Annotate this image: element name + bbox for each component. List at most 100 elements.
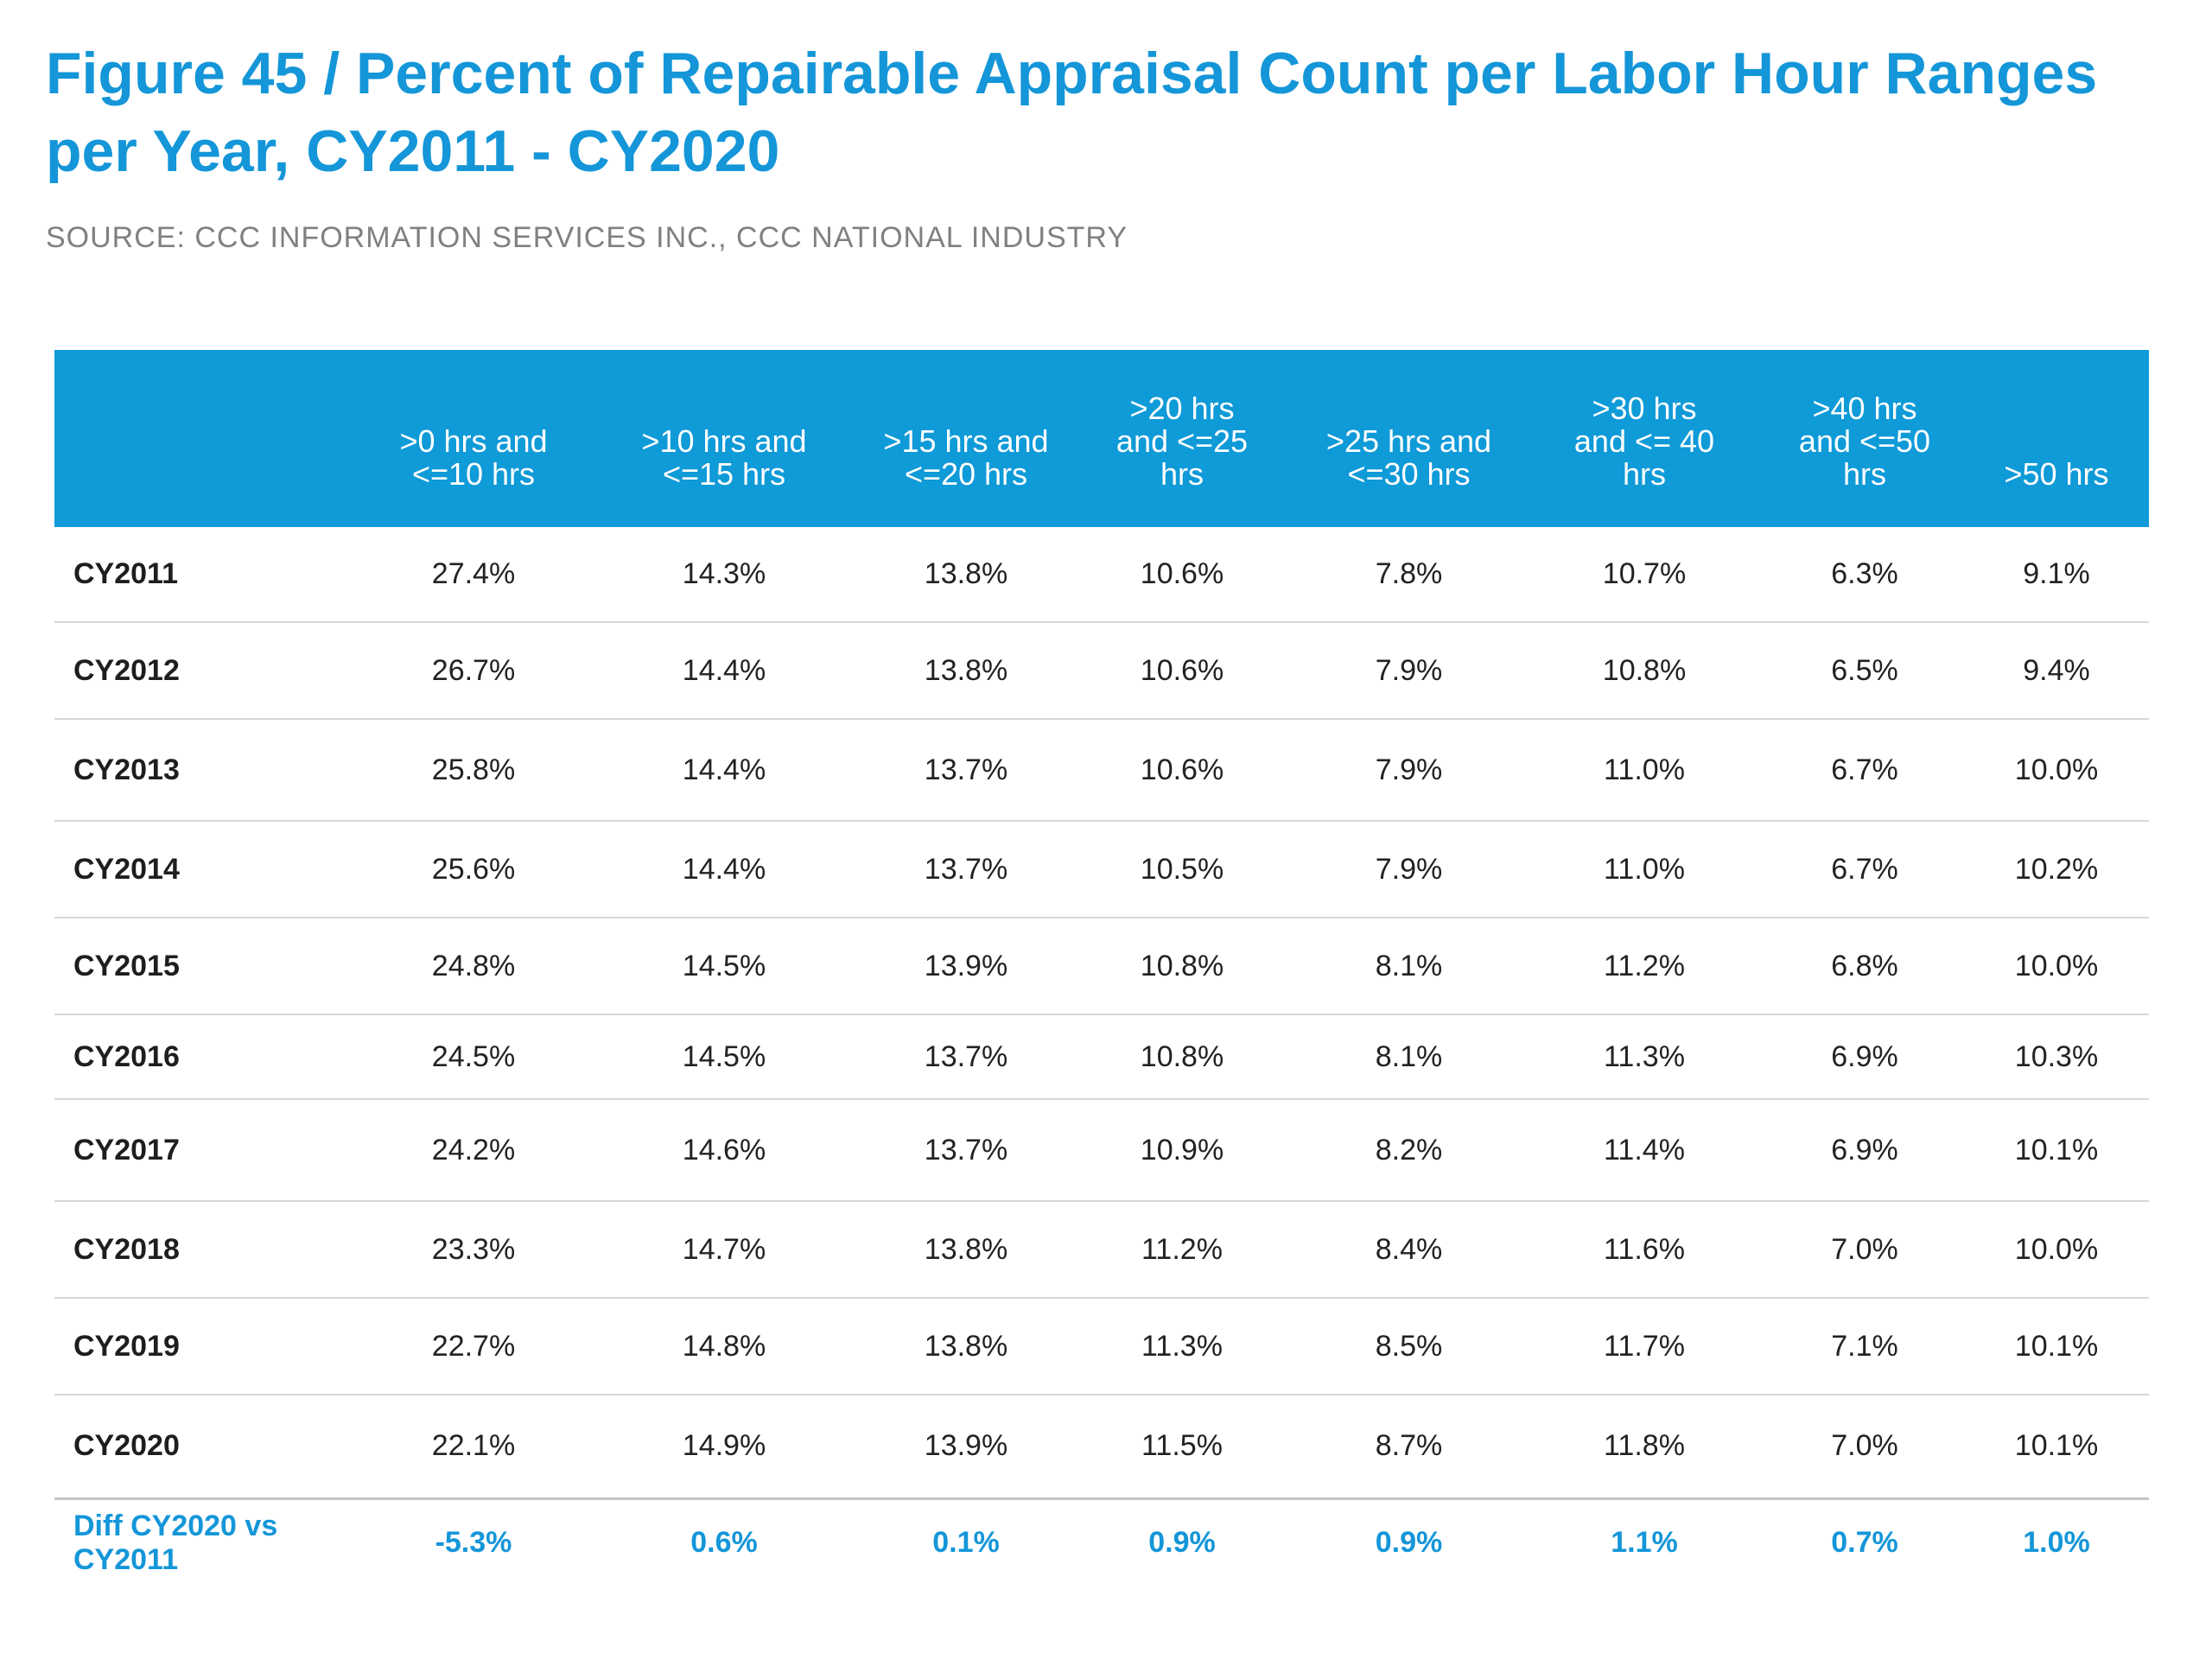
diff-cell: 0.7% bbox=[1831, 1526, 1898, 1560]
table-row: CY2013 25.8% 14.4% 13.7% 10.6% 7.9% 11.0% 6.7% 1… bbox=[54, 719, 2149, 822]
table-cell: 7.0% bbox=[1765, 1201, 1964, 1299]
column-header: >0 hrs and <=10 hrs bbox=[399, 423, 548, 492]
column-header: >50 hrs bbox=[2004, 456, 2109, 492]
table-cell: 10.6% bbox=[1070, 719, 1294, 822]
table-cell: 14.4% bbox=[586, 821, 862, 918]
diff-cell: 1.0% bbox=[2023, 1526, 2090, 1560]
table-cell: 25.6% bbox=[361, 821, 586, 918]
table-cell: 27.4% bbox=[361, 527, 586, 623]
table-cell: 14.4% bbox=[586, 719, 862, 822]
diff-cell: 1.1% bbox=[1611, 1526, 1678, 1560]
header-corner-cell bbox=[54, 350, 361, 527]
table-cell: 6.7% bbox=[1765, 719, 1964, 822]
row-label: CY2016 bbox=[54, 1014, 361, 1100]
column-header: >10 hrs and <=15 hrs bbox=[641, 423, 807, 492]
table-cell: 24.2% bbox=[361, 1099, 586, 1202]
table-cell: 11.3% bbox=[1070, 1298, 1294, 1395]
table-cell: 7.1% bbox=[1765, 1298, 1964, 1395]
table-cell: 11.4% bbox=[1523, 1099, 1765, 1202]
table-cell: 13.9% bbox=[862, 918, 1070, 1015]
column-header: >25 hrs and <=30 hrs bbox=[1325, 423, 1492, 492]
table-cell: 10.1% bbox=[1964, 1298, 2149, 1395]
table-cell: 14.9% bbox=[586, 1395, 862, 1500]
row-label: CY2017 bbox=[54, 1099, 361, 1202]
table-row: CY2017 24.2% 14.6% 13.7% 10.9% 8.2% 11.4% 6.9% 1… bbox=[54, 1099, 2149, 1202]
table-cell: 10.0% bbox=[1964, 719, 2149, 822]
diff-cell: -5.3% bbox=[435, 1526, 512, 1560]
source-note: SOURCE: CCC INFORMATION SERVICES INC., C… bbox=[46, 221, 1128, 254]
table-cell: 6.3% bbox=[1765, 527, 1964, 623]
table-cell: 10.3% bbox=[1964, 1014, 2149, 1100]
column-header: >40 hrs and <=50 hrs bbox=[1798, 391, 1931, 492]
diff-cell: 0.9% bbox=[1375, 1526, 1443, 1560]
table-cell: 10.0% bbox=[1964, 1201, 2149, 1299]
table-cell: 6.7% bbox=[1765, 821, 1964, 918]
table-cell: 8.7% bbox=[1294, 1395, 1523, 1500]
table-cell: 7.9% bbox=[1294, 821, 1523, 918]
table-cell: 6.8% bbox=[1765, 918, 1964, 1015]
row-label: CY2011 bbox=[54, 527, 361, 623]
table-cell: 14.3% bbox=[586, 527, 862, 623]
table-cell: 13.7% bbox=[862, 821, 1070, 918]
table-cell: 24.5% bbox=[361, 1014, 586, 1100]
table-cell: 11.3% bbox=[1523, 1014, 1765, 1100]
table-cell: 24.8% bbox=[361, 918, 586, 1015]
row-label: CY2013 bbox=[54, 719, 361, 822]
diff-row: Diff CY2020 vs CY2011 -5.3% 0.6% 0.1% 0.9% 0.… bbox=[54, 1498, 2149, 1586]
table-cell: 11.0% bbox=[1523, 821, 1765, 918]
diff-row-label: Diff CY2020 vs CY2011 bbox=[73, 1509, 278, 1576]
table-cell: 10.1% bbox=[1964, 1099, 2149, 1202]
table-cell: 14.5% bbox=[586, 918, 862, 1015]
table-cell: 11.2% bbox=[1070, 1201, 1294, 1299]
table-cell: 11.8% bbox=[1523, 1395, 1765, 1500]
table-cell: 10.9% bbox=[1070, 1099, 1294, 1202]
table-cell: 13.8% bbox=[862, 527, 1070, 623]
figure-title: Figure 45 / Percent of Repairable Apprai… bbox=[46, 41, 2098, 184]
row-label: CY2014 bbox=[54, 821, 361, 918]
table-cell: 7.0% bbox=[1765, 1395, 1964, 1500]
table-cell: 22.1% bbox=[361, 1395, 586, 1500]
table-cell: 6.9% bbox=[1765, 1099, 1964, 1202]
table-cell: 6.5% bbox=[1765, 622, 1964, 720]
table-header: >0 hrs and <=10 hrs >10 hrs and <=15 hrs >… bbox=[54, 350, 2149, 527]
table-row: CY2019 22.7% 14.8% 13.8% 11.3% 8.5% 11.7% 7.1% 1… bbox=[54, 1298, 2149, 1395]
table-row: CY2011 27.4% 14.3% 13.8% 10.6% 7.8% 10.7% 6.3% 9… bbox=[54, 527, 2149, 623]
table-cell: 11.2% bbox=[1523, 918, 1765, 1015]
table-cell: 14.8% bbox=[586, 1298, 862, 1395]
row-label: CY2012 bbox=[54, 622, 361, 720]
table-cell: 7.9% bbox=[1294, 719, 1523, 822]
table-cell: 11.6% bbox=[1523, 1201, 1765, 1299]
table-cell: 10.2% bbox=[1964, 821, 2149, 918]
table-cell: 8.4% bbox=[1294, 1201, 1523, 1299]
table-row: CY2016 24.5% 14.5% 13.7% 10.8% 8.1% 11.3% 6.9% 1… bbox=[54, 1014, 2149, 1100]
table-cell: 10.1% bbox=[1964, 1395, 2149, 1500]
column-header: >30 hrs and <= 40 hrs bbox=[1573, 391, 1715, 492]
table-cell: 14.5% bbox=[586, 1014, 862, 1100]
table-cell: 10.8% bbox=[1070, 1014, 1294, 1100]
table-cell: 8.2% bbox=[1294, 1099, 1523, 1202]
row-label: CY2015 bbox=[54, 918, 361, 1015]
table-cell: 13.7% bbox=[862, 1099, 1070, 1202]
table-cell: 22.7% bbox=[361, 1298, 586, 1395]
column-header: >20 hrs and <=25 hrs bbox=[1116, 391, 1249, 492]
row-label: CY2019 bbox=[54, 1298, 361, 1395]
table-cell: 26.7% bbox=[361, 622, 586, 720]
table-cell: 7.8% bbox=[1294, 527, 1523, 623]
table-cell: 10.7% bbox=[1523, 527, 1765, 623]
diff-cell: 0.1% bbox=[932, 1526, 1000, 1560]
table-cell: 11.5% bbox=[1070, 1395, 1294, 1500]
table-row: CY2015 24.8% 14.5% 13.9% 10.8% 8.1% 11.2% 6.8% 1… bbox=[54, 918, 2149, 1015]
table-cell: 14.4% bbox=[586, 622, 862, 720]
table-cell: 8.5% bbox=[1294, 1298, 1523, 1395]
table-cell: 9.4% bbox=[1964, 622, 2149, 720]
table-cell: 25.8% bbox=[361, 719, 586, 822]
data-table-container: >0 hrs and <=10 hrs >10 hrs and <=15 hrs >… bbox=[54, 350, 2149, 1586]
table-cell: 10.8% bbox=[1070, 918, 1294, 1015]
table-cell: 11.0% bbox=[1523, 719, 1765, 822]
table-row: CY2012 26.7% 14.4% 13.8% 10.6% 7.9% 10.8% 6.5% 9… bbox=[54, 622, 2149, 720]
table-cell: 10.6% bbox=[1070, 527, 1294, 623]
table-cell: 13.8% bbox=[862, 1201, 1070, 1299]
table-cell: 6.9% bbox=[1765, 1014, 1964, 1100]
table-cell: 13.8% bbox=[862, 1298, 1070, 1395]
table-cell: 8.1% bbox=[1294, 1014, 1523, 1100]
